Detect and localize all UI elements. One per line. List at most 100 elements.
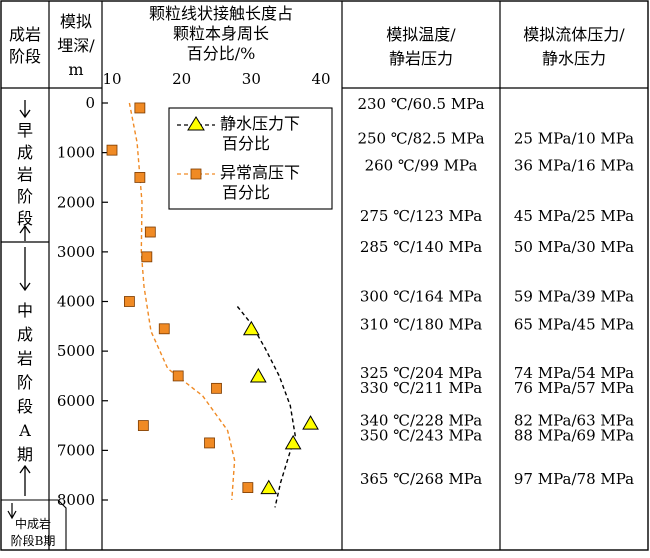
stage-early-char-1: 早 xyxy=(17,121,33,140)
arrow-down-icon xyxy=(19,100,31,119)
header-ratio: 颗粒线状接触长度占 颗粒本身周长 百分比/% xyxy=(149,4,293,63)
arrow-down-icon xyxy=(19,247,31,292)
condition-table: 230 ℃/60.5 MPa 250 ℃/82.5 MPa 25 MPa/10 MP… xyxy=(357,95,634,488)
square-marker xyxy=(211,382,222,394)
stage-b-box xyxy=(1,499,67,550)
stage-a-char-6: A xyxy=(18,421,31,440)
triangle-marker xyxy=(302,415,319,430)
fluid-value: 82 MPa/63 MPa xyxy=(514,412,634,430)
temp-value: 260 ℃/99 MPa xyxy=(365,157,478,175)
legend-square-icon xyxy=(190,168,202,180)
temp-value: 275 ℃/123 MPa xyxy=(360,207,482,225)
fluid-value: 74 MPa/54 MPa xyxy=(514,364,634,382)
square-marker xyxy=(242,482,254,493)
fluid-value: 50 MPa/30 MPa xyxy=(514,238,634,256)
square-marker xyxy=(134,172,146,183)
stage-middle-b: 中成岩 阶段B期 xyxy=(7,503,56,548)
stage-b-line-1: 中成岩 xyxy=(15,516,51,531)
header-temp-line-2: 静岩压力 xyxy=(389,49,453,68)
depth-ticks: 0 1000 2000 3000 4000 5000 6000 7000 8000 xyxy=(57,94,108,509)
header-ratio-line-2: 颗粒本身周长 xyxy=(173,24,269,43)
ratio-tick-label: 10 xyxy=(102,70,121,88)
fluid-value: 97 MPa/78 MPa xyxy=(514,470,634,488)
temp-value: 230 ℃/60.5 MPa xyxy=(357,95,484,113)
stage-middle-a: 中 成 岩 阶 段 A 期 xyxy=(17,247,33,496)
stage-a-char-5: 段 xyxy=(17,397,33,416)
fluid-value: 45 MPa/25 MPa xyxy=(514,207,634,225)
triangle-marker xyxy=(242,320,260,336)
temp-value: 250 ℃/82.5 MPa xyxy=(357,130,484,148)
legend-hydrostatic-line-2: 百分比 xyxy=(222,134,270,153)
header-stage: 成岩 阶段 xyxy=(9,25,41,66)
stage-b-line-2: 阶段B期 xyxy=(11,533,56,548)
square-marker xyxy=(204,437,215,449)
square-marker xyxy=(134,102,146,114)
header-ratio-line-1: 颗粒线状接触长度占 xyxy=(149,4,293,23)
stage-a-char-3: 岩 xyxy=(17,349,33,368)
header-stage-line-2: 阶段 xyxy=(9,47,41,66)
triangle-marker xyxy=(284,434,302,450)
stage-early-char-5: 段 xyxy=(17,209,33,228)
legend-triangle-icon xyxy=(187,116,205,131)
depth-tick-label: 7000 xyxy=(57,441,95,459)
trend-line-1 xyxy=(236,306,296,508)
depth-tick-label: 4000 xyxy=(57,293,95,311)
header-fluid: 模拟流体压力/ 静水压力 xyxy=(523,25,625,68)
square-marker xyxy=(158,323,170,335)
stage-a-char-4: 阶 xyxy=(17,373,33,392)
depth-tick-label: 3000 xyxy=(57,243,95,261)
temp-value: 365 ℃/268 MPa xyxy=(360,470,482,488)
ratio-tick-label: 30 xyxy=(242,70,261,88)
square-marker xyxy=(144,226,156,238)
fluid-value: 65 MPa/45 MPa xyxy=(514,315,634,333)
depth-tick-label: 5000 xyxy=(57,342,95,360)
square-marker xyxy=(137,420,149,431)
depth-tick-label: 0 xyxy=(85,94,95,112)
ratio-tick-label: 20 xyxy=(172,70,191,88)
depth-tick-label: 1000 xyxy=(57,144,95,162)
temp-value: 350 ℃/243 MPa xyxy=(360,426,482,444)
header-stage-line-1: 成岩 xyxy=(9,25,41,44)
temp-value: 340 ℃/228 MPa xyxy=(360,412,482,430)
legend-overpressure-line-1: 异常高压下 xyxy=(220,163,300,182)
depth-tick-label: 2000 xyxy=(57,193,95,211)
depth-tick-label: 6000 xyxy=(57,392,95,410)
header-depth: 模拟 埋深/ m xyxy=(57,12,95,79)
fluid-value: 25 MPa/10 MPa xyxy=(514,130,634,148)
triangle-marker xyxy=(249,367,267,383)
arrow-down-icon xyxy=(7,503,17,520)
header-temp: 模拟温度/ 静岩压力 xyxy=(386,25,456,68)
stage-a-char-1: 中 xyxy=(17,301,33,320)
stage-early-char-2: 成 xyxy=(17,143,33,162)
header-depth-line-3: m xyxy=(68,60,83,79)
header-fluid-line-2: 静水压力 xyxy=(542,49,606,68)
fluid-value: 76 MPa/57 MPa xyxy=(514,379,634,397)
fluid-value: 59 MPa/39 MPa xyxy=(514,288,634,306)
temp-value: 300 ℃/164 MPa xyxy=(360,288,482,306)
square-marker xyxy=(172,370,184,382)
legend: 静水压力下 百分比 异常高压下 百分比 xyxy=(168,107,333,210)
square-marker xyxy=(141,251,153,263)
header-temp-line-1: 模拟温度/ xyxy=(386,25,456,44)
stage-a-char-7: 期 xyxy=(17,445,33,464)
ratio-tick-label: 40 xyxy=(311,70,330,88)
arrow-up-icon xyxy=(19,224,31,241)
square-marker xyxy=(124,296,135,307)
depth-tick-label: 8000 xyxy=(57,491,95,509)
header-depth-line-1: 模拟 xyxy=(60,12,92,31)
stage-early-char-3: 岩 xyxy=(17,165,33,184)
ratio-ticks: 10 20 30 40 xyxy=(102,70,330,88)
header-depth-line-2: 埋深/ xyxy=(57,36,95,55)
temp-value: 330 ℃/211 MPa xyxy=(360,379,482,397)
data-markers xyxy=(106,102,319,495)
stage-early: 早 成 岩 阶 段 xyxy=(17,100,33,241)
square-marker xyxy=(106,144,118,156)
temp-value: 325 ℃/204 MPa xyxy=(360,364,482,382)
legend-overpressure-line-2: 百分比 xyxy=(222,183,270,202)
temp-value: 285 ℃/140 MPa xyxy=(360,238,482,256)
legend-hydrostatic-line-1: 静水压力下 xyxy=(220,114,300,133)
fluid-value: 88 MPa/69 MPa xyxy=(514,426,634,444)
